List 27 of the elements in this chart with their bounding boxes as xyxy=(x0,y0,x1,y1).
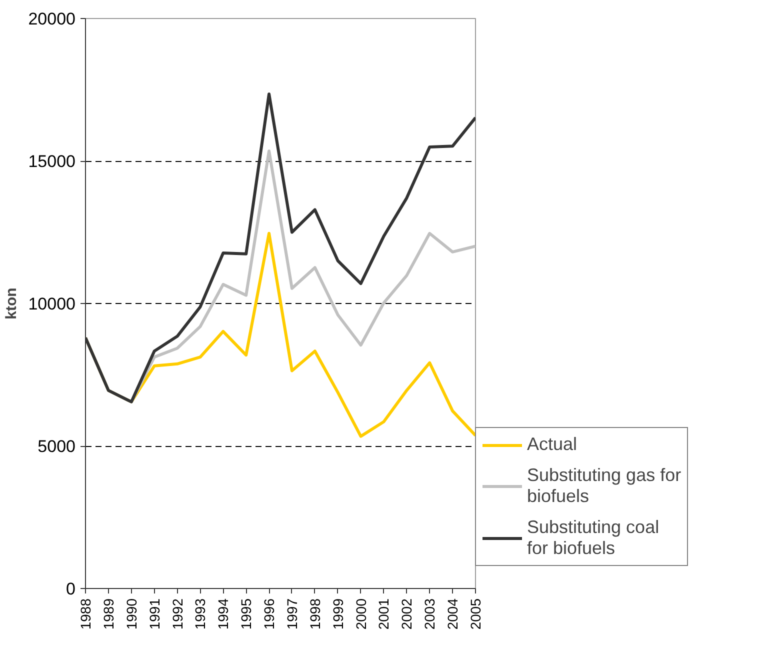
x-tick-label: 1992 xyxy=(169,598,186,630)
y-tick-label: 20000 xyxy=(28,10,76,28)
x-tick-label: 1995 xyxy=(238,598,254,630)
x-tick-label: 1994 xyxy=(215,598,232,630)
x-tick-label: 1998 xyxy=(306,598,323,630)
x-tick-label: 1990 xyxy=(123,598,140,630)
y-tick-label: 0 xyxy=(66,580,76,598)
y-tick-label: 10000 xyxy=(28,294,76,314)
x-tick-label: 2001 xyxy=(376,598,392,630)
legend-label: Substituting gas for biofuels xyxy=(527,465,682,507)
x-tick-label: 1999 xyxy=(330,598,346,630)
y-tick-label: 5000 xyxy=(38,437,76,456)
x-tick-label: 2002 xyxy=(398,598,415,630)
legend-label: Substituting coal for biofuels xyxy=(527,517,660,559)
x-tick-label: 2004 xyxy=(444,598,461,630)
x-tick-label: 1989 xyxy=(100,598,116,630)
x-tick-label: 1996 xyxy=(261,598,278,630)
x-tick-label: 2000 xyxy=(352,598,369,630)
x-tick-label: 1993 xyxy=(192,598,208,630)
y-axis-title: kton xyxy=(3,288,20,320)
x-tick-label: 1991 xyxy=(146,598,162,630)
y-tick-label: 15000 xyxy=(28,152,76,171)
x-tick-label: 2005 xyxy=(468,598,484,630)
x-tick-label: 2003 xyxy=(422,598,438,630)
x-tick-label: 1988 xyxy=(78,598,94,630)
x-tick-label: 1997 xyxy=(284,598,300,630)
legend-label: Actual xyxy=(527,434,578,455)
